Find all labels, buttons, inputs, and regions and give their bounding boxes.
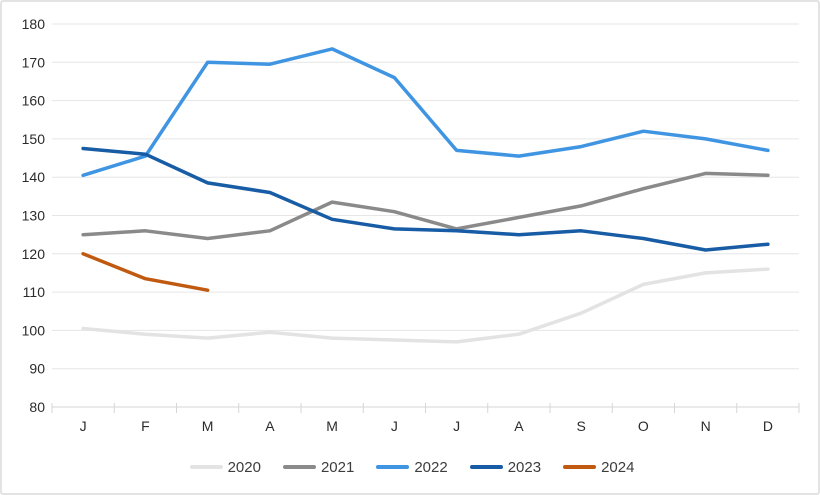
y-tick-label: 140 xyxy=(22,169,46,185)
legend-label: 2022 xyxy=(414,458,448,476)
legend-label: 2024 xyxy=(601,458,635,476)
x-tick-label: O xyxy=(638,418,649,434)
y-tick-label: 170 xyxy=(22,54,46,70)
x-tick-label: S xyxy=(576,418,585,434)
x-tick-label: M xyxy=(326,418,338,434)
legend-item-2021: 2021 xyxy=(282,458,355,476)
y-tick-label: 100 xyxy=(22,322,46,338)
y-tick-label: 180 xyxy=(22,16,46,32)
series-line-2024 xyxy=(81,252,210,292)
x-tick-label: F xyxy=(141,418,150,434)
x-tick-label: M xyxy=(202,418,214,434)
series-line-2020 xyxy=(81,267,770,344)
y-tick-label: 80 xyxy=(29,399,45,415)
legend-item-2020: 2020 xyxy=(189,458,261,476)
y-tick-label: 120 xyxy=(22,246,46,262)
y-tick-label: 110 xyxy=(23,284,46,300)
legend-swatch-2021 xyxy=(282,464,316,470)
x-tick-label: N xyxy=(701,418,711,434)
x-tick-label: A xyxy=(265,418,275,434)
x-tick-label: A xyxy=(514,418,524,434)
y-tick-label: 90 xyxy=(29,361,45,377)
x-tick-label: J xyxy=(453,418,460,434)
y-tick-label: 150 xyxy=(22,131,46,147)
legend-swatch-2020 xyxy=(189,464,223,470)
legend-swatch-2023 xyxy=(469,464,503,470)
legend-label: 2020 xyxy=(227,458,261,476)
legend-item-2023: 2023 xyxy=(469,458,542,476)
x-tick-label: D xyxy=(763,418,773,434)
series-line-2021 xyxy=(81,171,770,241)
legend-item-2024: 2024 xyxy=(563,460,634,475)
monthly-index-line-chart: 80 90 100 110 120 130 140 150 160 170 180 J F M A M J J A S… xyxy=(22,16,800,434)
series-line-2022 xyxy=(81,47,770,178)
legend-swatch-2024 xyxy=(563,464,597,470)
chart-legend: 2020 2021 2022 2023 2024 xyxy=(2,453,818,481)
x-tick-label: J xyxy=(80,418,87,434)
series-line-2023 xyxy=(81,146,770,252)
y-tick-label: 160 xyxy=(22,93,46,109)
legend-item-2022: 2022 xyxy=(376,458,448,476)
legend-label: 2021 xyxy=(320,458,355,476)
legend-swatch-2022 xyxy=(376,464,410,470)
legend-label: 2023 xyxy=(507,458,542,476)
y-tick-label: 130 xyxy=(22,208,46,224)
x-tick-label: J xyxy=(391,418,398,434)
